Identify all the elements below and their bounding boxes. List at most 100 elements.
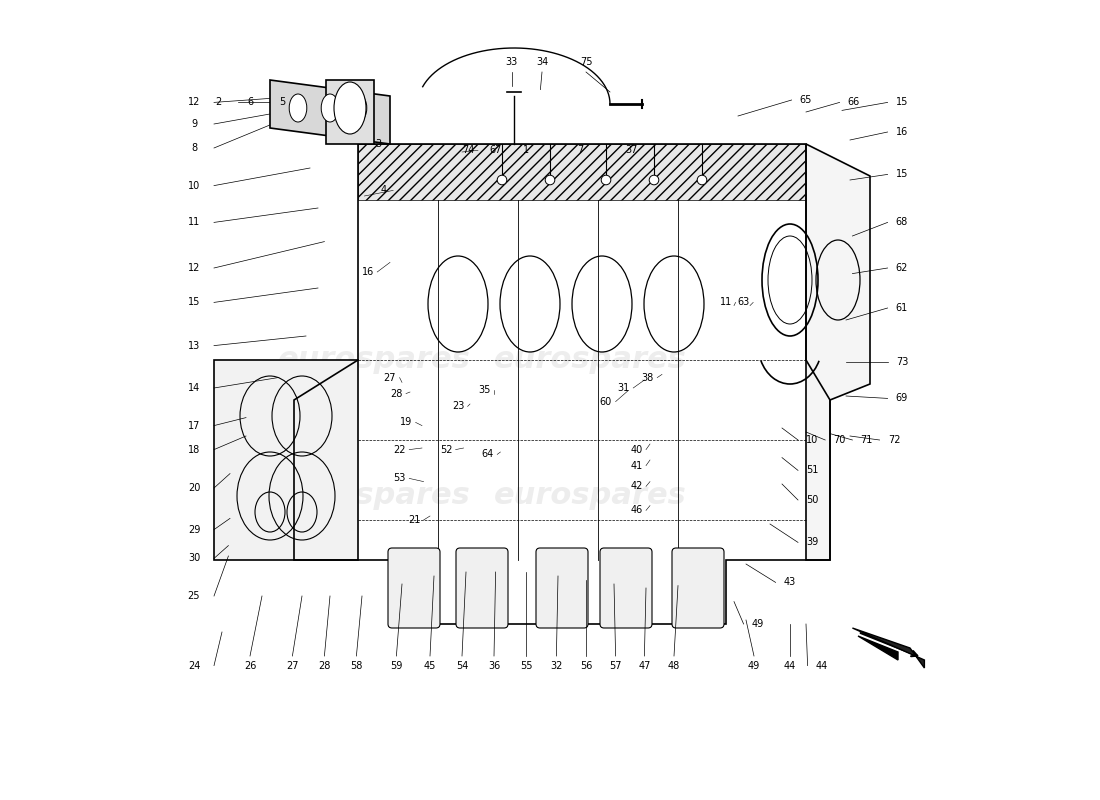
- Text: 2: 2: [214, 98, 221, 107]
- Text: 4: 4: [381, 186, 387, 195]
- Text: 50: 50: [806, 495, 818, 505]
- Text: 35: 35: [478, 386, 491, 395]
- Text: 31: 31: [617, 383, 629, 393]
- Ellipse shape: [602, 175, 610, 185]
- Text: 3: 3: [375, 139, 381, 149]
- Text: 44: 44: [816, 661, 828, 670]
- Text: 8: 8: [191, 143, 197, 153]
- Text: 27: 27: [384, 373, 396, 382]
- Text: 37: 37: [626, 146, 638, 155]
- Text: 47: 47: [638, 661, 650, 670]
- Text: 13: 13: [188, 341, 200, 350]
- Polygon shape: [326, 80, 374, 144]
- Text: 46: 46: [630, 506, 642, 515]
- Ellipse shape: [546, 175, 554, 185]
- Ellipse shape: [334, 82, 366, 134]
- Text: 30: 30: [188, 554, 200, 563]
- Polygon shape: [270, 80, 390, 144]
- Polygon shape: [858, 636, 898, 660]
- Text: 6: 6: [246, 98, 253, 107]
- Text: 7: 7: [578, 146, 583, 155]
- Text: 49: 49: [752, 619, 764, 629]
- Text: 17: 17: [188, 421, 200, 430]
- Text: 59: 59: [390, 661, 403, 670]
- Text: 10: 10: [188, 181, 200, 190]
- Ellipse shape: [497, 175, 507, 185]
- Text: 11: 11: [719, 298, 733, 307]
- Text: 52: 52: [440, 445, 452, 454]
- Text: 16: 16: [895, 127, 909, 137]
- Text: 15: 15: [895, 170, 909, 179]
- Text: eurospares: eurospares: [277, 346, 471, 374]
- Text: 71: 71: [860, 435, 873, 445]
- Text: 72: 72: [888, 435, 900, 445]
- Polygon shape: [806, 144, 870, 560]
- Ellipse shape: [321, 94, 339, 122]
- Text: 12: 12: [188, 98, 200, 107]
- Text: 41: 41: [630, 461, 642, 470]
- Ellipse shape: [697, 175, 707, 185]
- Text: 75: 75: [580, 58, 592, 67]
- Text: 69: 69: [895, 394, 909, 403]
- Text: 28: 28: [390, 389, 403, 398]
- Text: 14: 14: [188, 383, 200, 393]
- Text: 61: 61: [895, 303, 909, 313]
- Polygon shape: [852, 628, 924, 668]
- Text: 15: 15: [895, 98, 909, 107]
- Text: 49: 49: [748, 661, 760, 670]
- Text: 15: 15: [188, 298, 200, 307]
- Text: 21: 21: [408, 515, 420, 525]
- Text: 70: 70: [834, 435, 846, 445]
- Text: 9: 9: [191, 119, 197, 129]
- Text: 33: 33: [506, 58, 518, 67]
- Text: 58: 58: [350, 661, 363, 670]
- Polygon shape: [358, 144, 806, 200]
- FancyBboxPatch shape: [600, 548, 652, 628]
- Ellipse shape: [649, 175, 659, 185]
- Ellipse shape: [289, 94, 307, 122]
- Text: 29: 29: [188, 525, 200, 534]
- Text: 12: 12: [188, 263, 200, 273]
- Text: 40: 40: [630, 445, 642, 454]
- Text: 57: 57: [609, 661, 622, 670]
- Text: 44: 44: [784, 661, 796, 670]
- Text: 1: 1: [522, 146, 529, 155]
- Text: 48: 48: [668, 661, 680, 670]
- Text: 63: 63: [737, 298, 750, 307]
- Text: 18: 18: [188, 445, 200, 454]
- Text: 23: 23: [452, 402, 464, 411]
- Text: 20: 20: [188, 483, 200, 493]
- FancyBboxPatch shape: [388, 548, 440, 628]
- Text: 66: 66: [848, 98, 860, 107]
- Text: 32: 32: [550, 661, 562, 670]
- Text: 10: 10: [806, 435, 818, 445]
- Text: 51: 51: [806, 466, 818, 475]
- Text: 56: 56: [580, 661, 592, 670]
- FancyBboxPatch shape: [672, 548, 724, 628]
- Ellipse shape: [349, 94, 366, 122]
- Text: 22: 22: [394, 445, 406, 454]
- Text: 64: 64: [482, 450, 494, 459]
- Text: 45: 45: [424, 661, 437, 670]
- Text: 60: 60: [600, 397, 612, 406]
- Text: 36: 36: [488, 661, 501, 670]
- Text: 27: 27: [286, 661, 298, 670]
- Text: 25: 25: [188, 591, 200, 601]
- Text: 53: 53: [394, 474, 406, 483]
- Text: 42: 42: [630, 482, 642, 491]
- Text: 62: 62: [895, 263, 909, 273]
- Text: 43: 43: [784, 578, 796, 587]
- FancyBboxPatch shape: [456, 548, 508, 628]
- Text: 26: 26: [244, 661, 256, 670]
- Text: 5: 5: [279, 98, 285, 107]
- Text: 67: 67: [490, 146, 502, 155]
- FancyBboxPatch shape: [536, 548, 588, 628]
- Text: 24: 24: [188, 661, 200, 670]
- Text: eurospares: eurospares: [494, 346, 686, 374]
- Text: 39: 39: [806, 538, 818, 547]
- Polygon shape: [214, 360, 358, 560]
- Text: 16: 16: [362, 267, 374, 277]
- Text: eurospares: eurospares: [494, 482, 686, 510]
- Text: 65: 65: [800, 95, 812, 105]
- Text: 11: 11: [188, 218, 200, 227]
